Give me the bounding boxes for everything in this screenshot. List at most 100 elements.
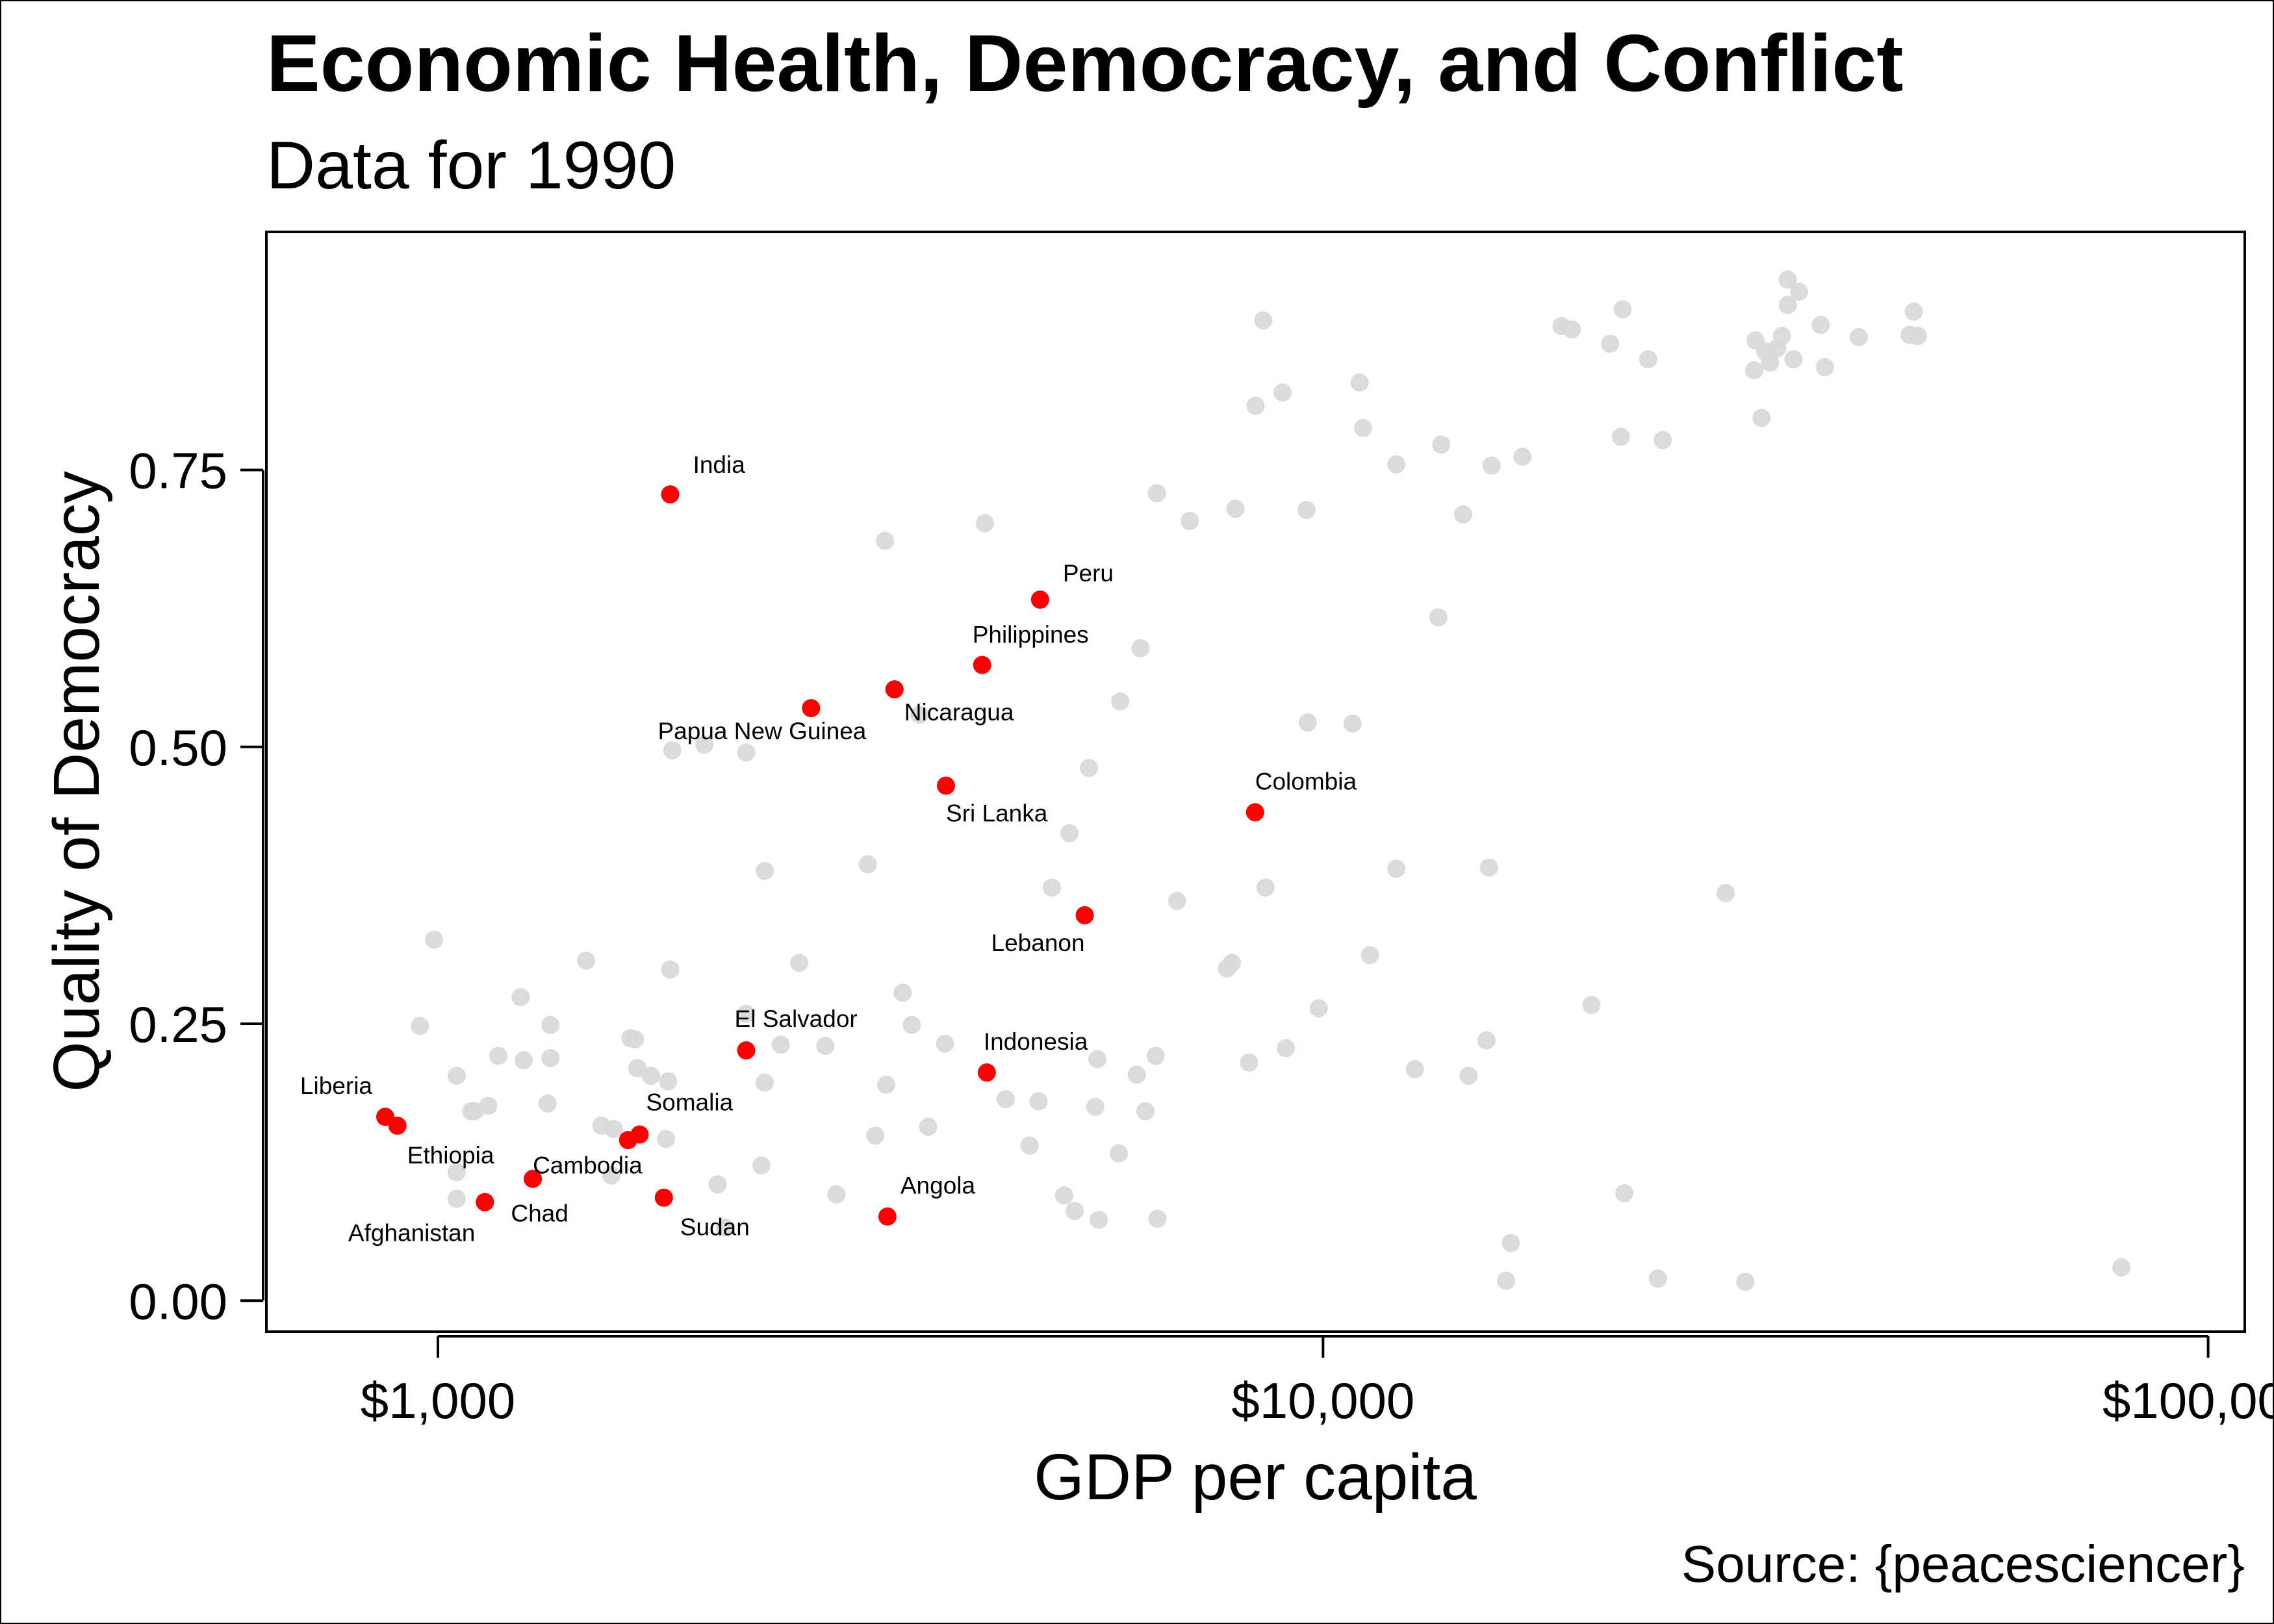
data-point	[1054, 1186, 1073, 1205]
data-point	[1479, 858, 1498, 877]
data-point	[1256, 878, 1275, 897]
data-point	[663, 741, 682, 759]
data-point	[1405, 1059, 1424, 1078]
data-point	[1752, 409, 1771, 427]
data-point	[1432, 435, 1451, 454]
data-point	[790, 954, 809, 972]
chart-caption: Source: {peacesciencer}	[1681, 1535, 2245, 1593]
data-point	[877, 1075, 896, 1094]
data-point	[1716, 883, 1735, 902]
point-label: India	[693, 451, 746, 478]
data-point	[1136, 1102, 1155, 1121]
point-label: Somalia	[646, 1089, 733, 1116]
data-point	[1127, 1065, 1146, 1084]
data-point	[447, 1067, 466, 1085]
data-point	[1778, 296, 1797, 314]
data-point	[752, 1156, 771, 1175]
data-point	[1501, 1234, 1520, 1252]
data-point	[1582, 996, 1601, 1015]
data-point	[1029, 1092, 1048, 1111]
data-point	[1043, 878, 1062, 897]
point-label: Nicaragua	[904, 699, 1014, 726]
point-label: Peru	[1063, 560, 1114, 587]
data-point	[1131, 639, 1150, 658]
data-point	[576, 951, 595, 970]
data-point	[1815, 358, 1834, 377]
point-label: Lebanon	[991, 930, 1085, 956]
highlight-point	[737, 1041, 756, 1059]
highlight-point	[977, 1063, 996, 1082]
data-point	[936, 1034, 954, 1053]
data-point	[1361, 946, 1379, 965]
data-point	[447, 1189, 466, 1208]
data-point	[541, 1015, 560, 1034]
x-tick-label: $10,000	[1231, 1372, 1414, 1429]
data-point	[1744, 361, 1763, 380]
data-point	[538, 1094, 557, 1113]
data-point	[771, 1035, 790, 1054]
data-point	[1146, 1047, 1165, 1065]
point-label: Cambodia	[533, 1152, 643, 1179]
data-point	[1563, 320, 1581, 339]
point-label: Papua New Guinea	[658, 718, 866, 744]
y-axis-title: Quality of Democracy	[40, 471, 113, 1092]
data-point	[975, 514, 994, 533]
data-point	[737, 1004, 756, 1023]
data-point	[425, 930, 444, 949]
data-point	[1354, 418, 1373, 437]
highlight-point	[1246, 803, 1264, 822]
data-point	[641, 1067, 660, 1085]
highlight-point	[388, 1116, 407, 1135]
data-point	[479, 1097, 498, 1115]
data-point	[1343, 714, 1362, 733]
data-point	[1387, 455, 1406, 474]
data-point	[1298, 713, 1317, 732]
highlight-point	[973, 655, 991, 674]
data-point	[1080, 759, 1099, 778]
data-point	[447, 1163, 466, 1182]
point-label: Angola	[901, 1173, 976, 1199]
data-point	[1309, 999, 1328, 1018]
data-point	[1611, 427, 1630, 446]
data-point	[2112, 1258, 2131, 1277]
point-label: Philippines	[973, 622, 1089, 648]
data-point	[1482, 456, 1501, 475]
data-point	[661, 960, 680, 979]
data-point	[1789, 283, 1808, 301]
data-point	[1086, 1097, 1105, 1116]
data-point	[737, 743, 756, 762]
data-point	[866, 1126, 885, 1145]
point-label: Ethiopia	[407, 1142, 494, 1169]
data-point	[1778, 270, 1797, 289]
data-point	[1168, 891, 1186, 910]
y-axis: 0.00 0.25 0.50 0.75	[129, 442, 264, 1330]
point-label: Liberia	[300, 1072, 372, 1099]
data-point	[1654, 431, 1672, 450]
data-point	[1020, 1136, 1039, 1155]
data-point	[1454, 505, 1473, 524]
data-point	[1615, 1184, 1634, 1202]
data-point	[1088, 1050, 1107, 1069]
data-point	[1477, 1031, 1496, 1050]
data-point	[827, 1185, 846, 1204]
data-point	[695, 735, 714, 754]
data-point	[1513, 448, 1532, 466]
point-label: Sudan	[680, 1214, 750, 1241]
data-point	[1387, 859, 1406, 878]
highlight-point	[524, 1169, 543, 1188]
data-point	[1736, 1273, 1755, 1291]
data-point	[1240, 1053, 1258, 1072]
data-point	[1761, 353, 1780, 372]
data-point	[515, 1051, 533, 1070]
data-point	[1111, 692, 1130, 711]
x-tick-label: $1,000	[361, 1372, 516, 1429]
data-point	[1904, 302, 1923, 321]
data-point	[1768, 339, 1787, 358]
background-points	[411, 270, 2131, 1291]
data-point	[1908, 327, 1927, 346]
data-point	[657, 1130, 676, 1148]
highlight-point	[619, 1131, 637, 1150]
data-point	[659, 1072, 678, 1091]
data-point	[465, 1102, 484, 1121]
data-point	[411, 1017, 429, 1035]
